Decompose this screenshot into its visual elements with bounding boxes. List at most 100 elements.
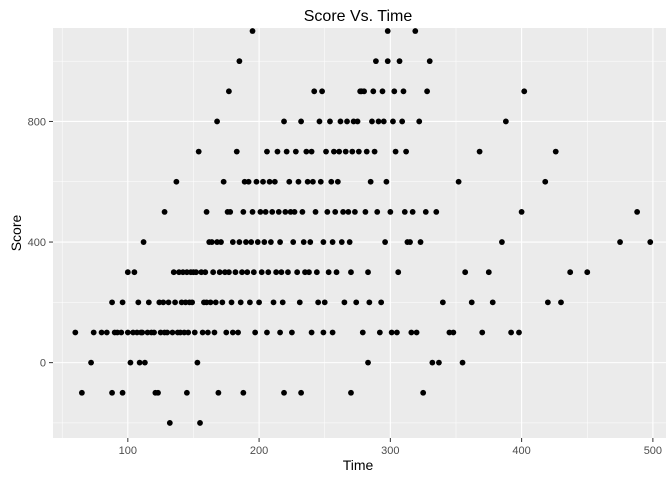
data-point [394, 329, 400, 336]
data-point [320, 329, 327, 336]
data-point [476, 148, 483, 155]
x-tick-label: 300 [381, 445, 399, 457]
data-point [450, 329, 457, 336]
data-point [278, 269, 285, 276]
x-axis-label: Time [343, 457, 374, 473]
data-point [315, 299, 322, 306]
data-point [185, 329, 192, 336]
data-point [189, 299, 196, 306]
data-point [407, 239, 413, 245]
data-point [139, 329, 146, 336]
data-point [367, 178, 374, 185]
plot-panel [53, 28, 666, 438]
data-point [617, 239, 623, 245]
data-point [245, 178, 252, 185]
data-point [542, 178, 549, 185]
data-point [391, 88, 398, 95]
data-point [252, 329, 259, 336]
data-point [316, 118, 323, 125]
data-point [229, 329, 236, 336]
data-point [416, 118, 423, 125]
data-point [345, 208, 352, 215]
data-point [236, 58, 243, 65]
data-point [202, 269, 209, 276]
data-point [329, 329, 336, 336]
data-point [232, 269, 239, 276]
data-point [236, 239, 243, 245]
data-point [307, 239, 314, 245]
data-point [270, 299, 277, 306]
data-point [544, 299, 551, 306]
data-point [413, 329, 420, 336]
data-point [225, 88, 232, 95]
data-point [516, 329, 522, 336]
y-tick-label: 0 [40, 358, 46, 370]
data-point [412, 28, 419, 34]
data-point [212, 299, 219, 306]
data-point [303, 148, 310, 155]
data-point [366, 299, 373, 306]
data-point [208, 239, 215, 245]
data-point [327, 118, 333, 125]
data-point [161, 208, 168, 215]
data-point [299, 208, 306, 215]
data-point [409, 208, 416, 215]
data-point [408, 329, 415, 336]
data-point [273, 269, 280, 276]
data-point [426, 58, 433, 65]
data-point [374, 208, 381, 215]
data-point [283, 148, 290, 155]
data-point [296, 299, 303, 306]
data-point [365, 359, 371, 366]
data-point [508, 329, 515, 336]
data-point [135, 299, 142, 306]
data-point [258, 269, 265, 276]
data-point [282, 208, 289, 215]
data-point [462, 269, 469, 276]
data-point [250, 269, 257, 276]
data-point [257, 208, 264, 215]
data-point [311, 88, 318, 95]
data-point [328, 178, 335, 185]
data-point [334, 178, 341, 185]
data-point [417, 239, 424, 245]
data-point [118, 329, 125, 336]
data-point [329, 239, 336, 245]
data-point [371, 148, 378, 155]
data-point [265, 269, 272, 276]
x-tick-label: 100 [119, 445, 137, 457]
data-point [151, 329, 157, 336]
data-point [319, 88, 325, 95]
data-point [141, 359, 148, 366]
data-point [277, 239, 283, 245]
data-point [308, 148, 315, 155]
data-point [552, 148, 559, 155]
data-point [264, 329, 270, 336]
data-point [378, 299, 385, 306]
data-point [321, 299, 328, 306]
data-point [317, 178, 324, 185]
data-point [193, 269, 199, 276]
data-point [342, 148, 349, 155]
data-point [399, 118, 406, 125]
data-point [332, 208, 339, 215]
data-point [403, 148, 409, 155]
data-point [244, 269, 251, 276]
data-point [140, 239, 147, 245]
data-point [220, 178, 227, 185]
data-point [306, 269, 312, 276]
data-point [383, 178, 390, 185]
data-point [229, 239, 236, 245]
data-point [204, 329, 211, 336]
data-point [336, 148, 343, 155]
data-point [379, 88, 386, 95]
data-point [521, 88, 528, 95]
data-point [387, 208, 394, 215]
data-point [390, 118, 396, 125]
x-tick-label: 200 [250, 445, 268, 457]
data-point [348, 389, 354, 396]
data-point [388, 329, 395, 336]
data-point [634, 208, 641, 215]
data-point [279, 299, 286, 306]
data-point [499, 239, 505, 245]
